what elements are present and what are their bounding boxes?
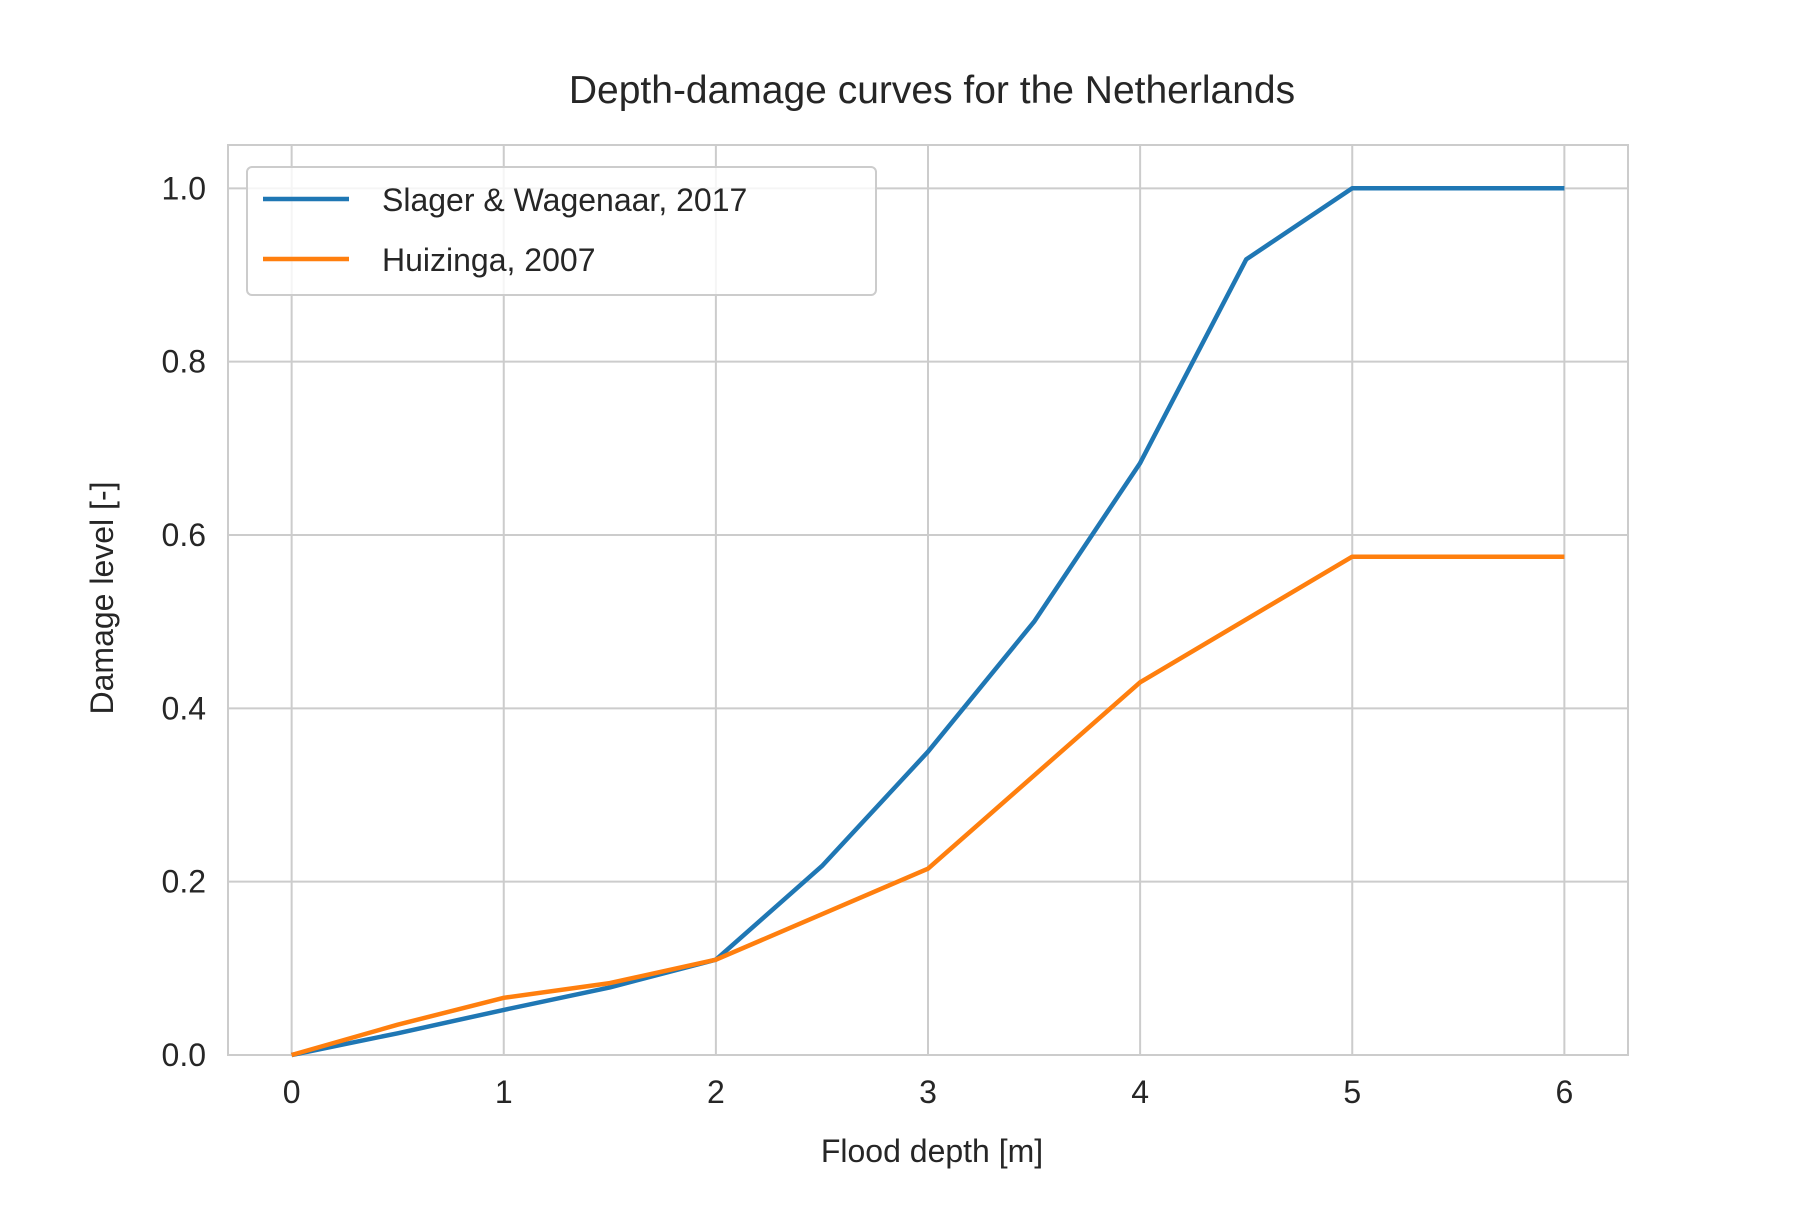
legend-label-1: Slager & Wagenaar, 2017 — [382, 182, 747, 218]
x-tick-label: 6 — [1555, 1074, 1573, 1110]
y-tick-label: 1.0 — [162, 170, 206, 206]
x-tick-label: 0 — [283, 1074, 301, 1110]
x-axis-label: Flood depth [m] — [821, 1133, 1043, 1169]
y-tick-label: 0.8 — [162, 344, 206, 380]
legend: Slager & Wagenaar, 2017 Huizinga, 2007 — [246, 166, 877, 296]
y-tick-label: 0.6 — [162, 517, 206, 553]
y-axis-label: Damage level [-] — [84, 482, 120, 715]
x-tick-label: 5 — [1343, 1074, 1361, 1110]
chart-title: Depth-damage curves for the Netherlands — [569, 69, 1295, 112]
series-lines — [290, 186, 1565, 1058]
x-tick-label: 3 — [919, 1074, 937, 1110]
legend-box — [246, 166, 877, 296]
legend-label-2: Huizinga, 2007 — [382, 242, 595, 278]
y-tick-label: 0.0 — [162, 1037, 206, 1073]
tick-labels: 0 1 2 3 4 5 6 0.0 0.2 0.4 0.6 0.8 1.0 — [162, 170, 1574, 1110]
x-tick-label: 4 — [1131, 1074, 1149, 1110]
x-tick-label: 1 — [495, 1074, 513, 1110]
series-line-2 — [290, 554, 1565, 1058]
x-tick-label: 2 — [707, 1074, 725, 1110]
series-line-1 — [291, 186, 1565, 1058]
plot-area-frame — [227, 144, 1629, 1056]
y-tick-label: 0.4 — [162, 690, 206, 726]
y-tick-label: 0.2 — [162, 864, 206, 900]
